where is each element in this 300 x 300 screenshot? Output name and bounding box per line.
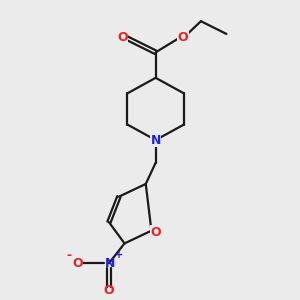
Text: N: N	[151, 134, 161, 147]
Text: -: -	[67, 249, 72, 262]
Text: O: O	[103, 284, 114, 297]
Text: O: O	[178, 31, 188, 44]
Text: N: N	[105, 257, 116, 270]
Text: O: O	[117, 31, 128, 44]
Text: O: O	[150, 226, 161, 238]
Text: +: +	[115, 250, 123, 260]
Text: O: O	[73, 257, 83, 270]
